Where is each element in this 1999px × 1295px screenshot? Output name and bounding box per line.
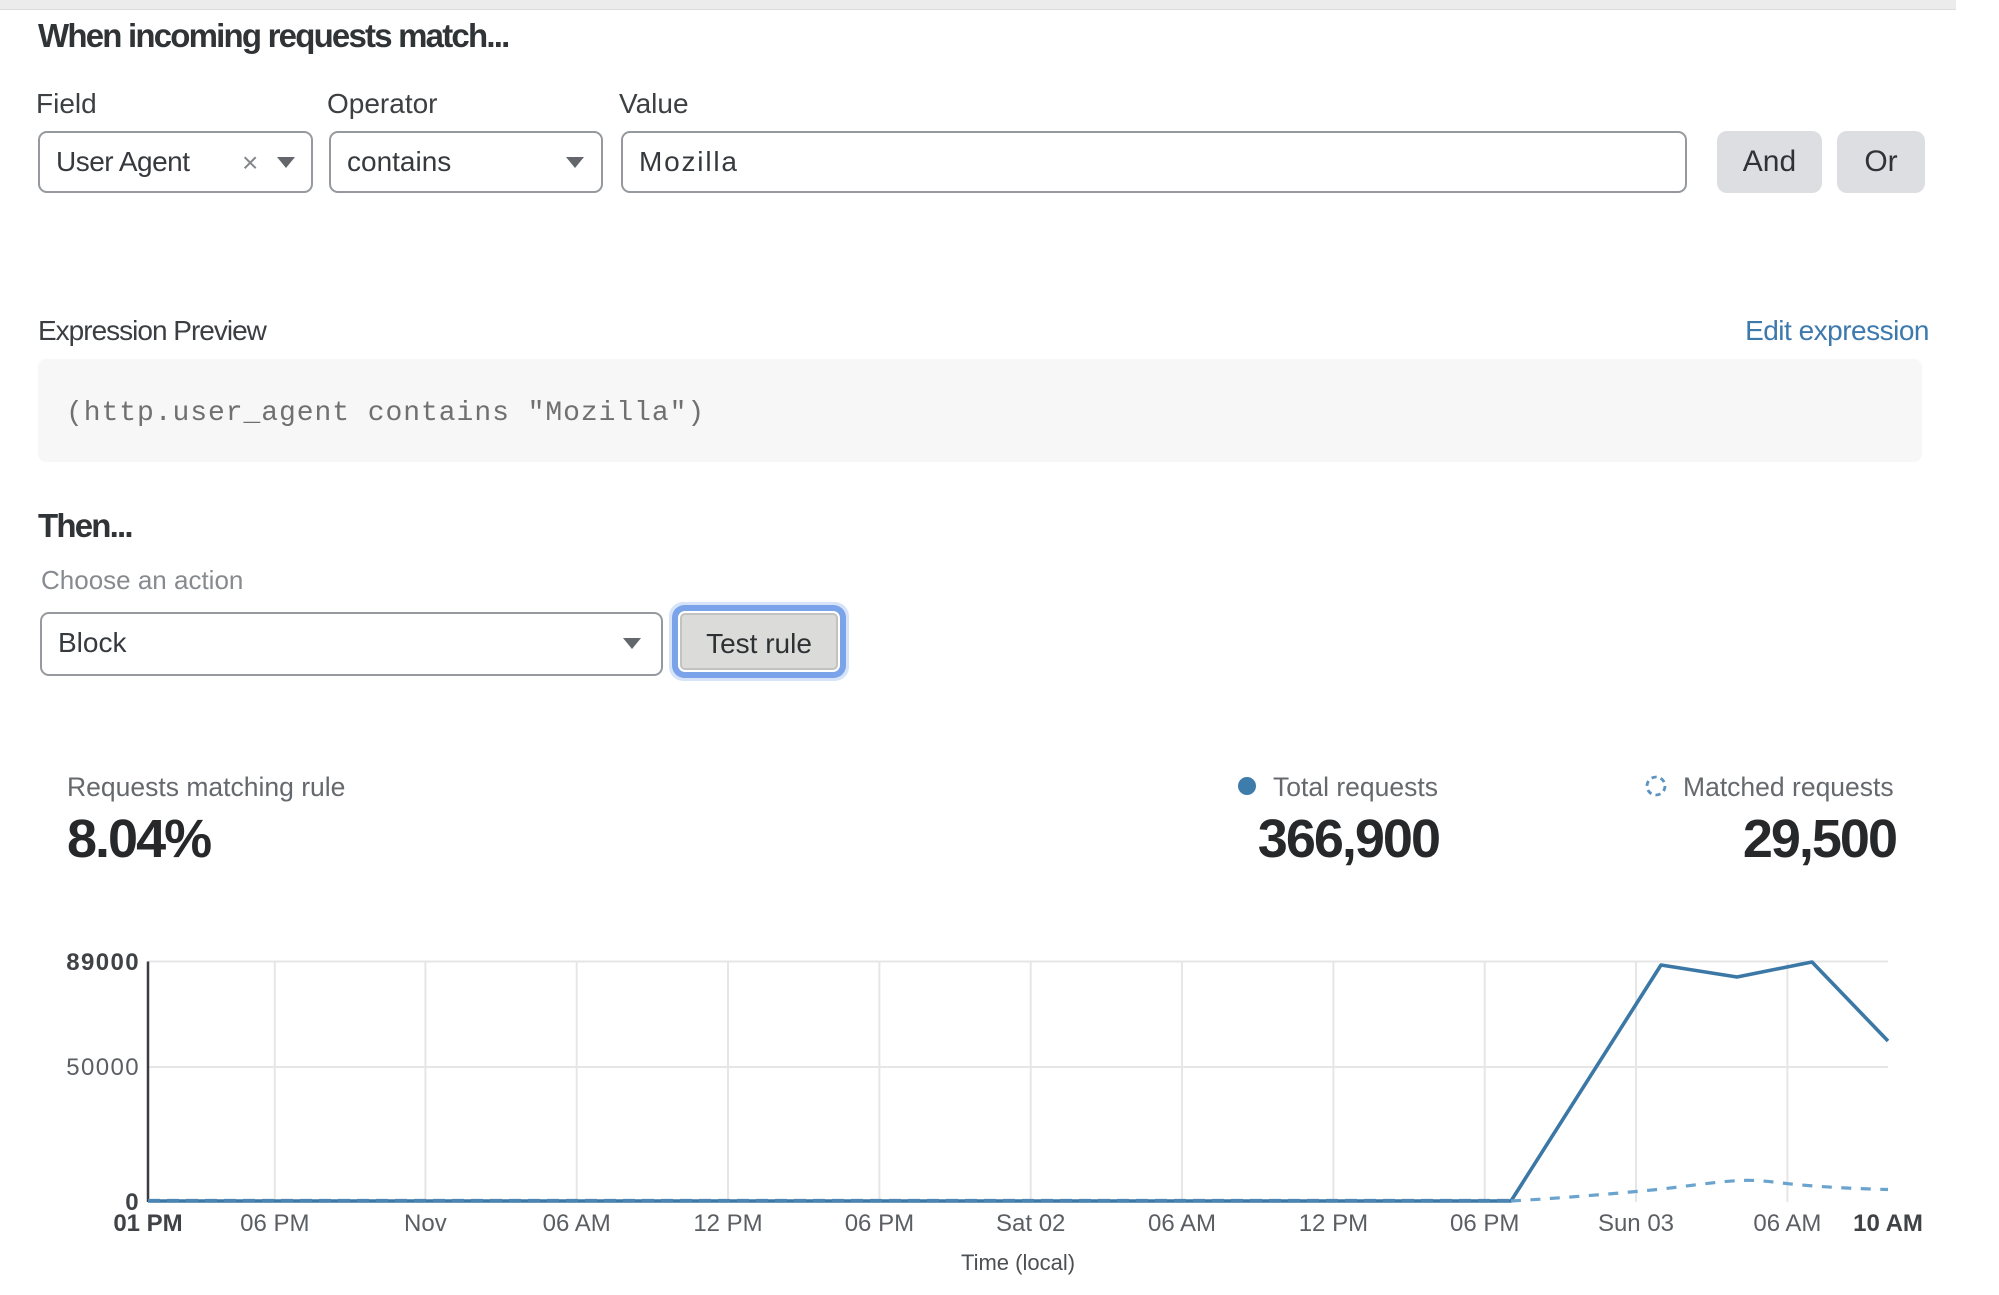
- svg-text:01 PM: 01 PM: [113, 1210, 182, 1237]
- svg-text:Sat 02: Sat 02: [996, 1210, 1065, 1237]
- svg-text:12 PM: 12 PM: [1299, 1210, 1368, 1237]
- svg-text:06 PM: 06 PM: [845, 1210, 914, 1237]
- svg-text:06 PM: 06 PM: [240, 1210, 309, 1237]
- svg-text:06 AM: 06 AM: [1148, 1210, 1216, 1237]
- svg-text:06 AM: 06 AM: [543, 1210, 611, 1237]
- svg-text:Nov: Nov: [404, 1210, 447, 1237]
- svg-text:50000: 50000: [66, 1054, 140, 1081]
- svg-text:12 PM: 12 PM: [693, 1210, 762, 1237]
- svg-text:Sun 03: Sun 03: [1598, 1210, 1674, 1237]
- svg-text:0: 0: [125, 1189, 140, 1216]
- svg-text:89000: 89000: [66, 949, 140, 976]
- svg-text:06 AM: 06 AM: [1753, 1210, 1821, 1237]
- svg-text:Time (local): Time (local): [961, 1250, 1075, 1275]
- svg-text:10 AM: 10 AM: [1853, 1210, 1923, 1237]
- svg-text:06 PM: 06 PM: [1450, 1210, 1519, 1237]
